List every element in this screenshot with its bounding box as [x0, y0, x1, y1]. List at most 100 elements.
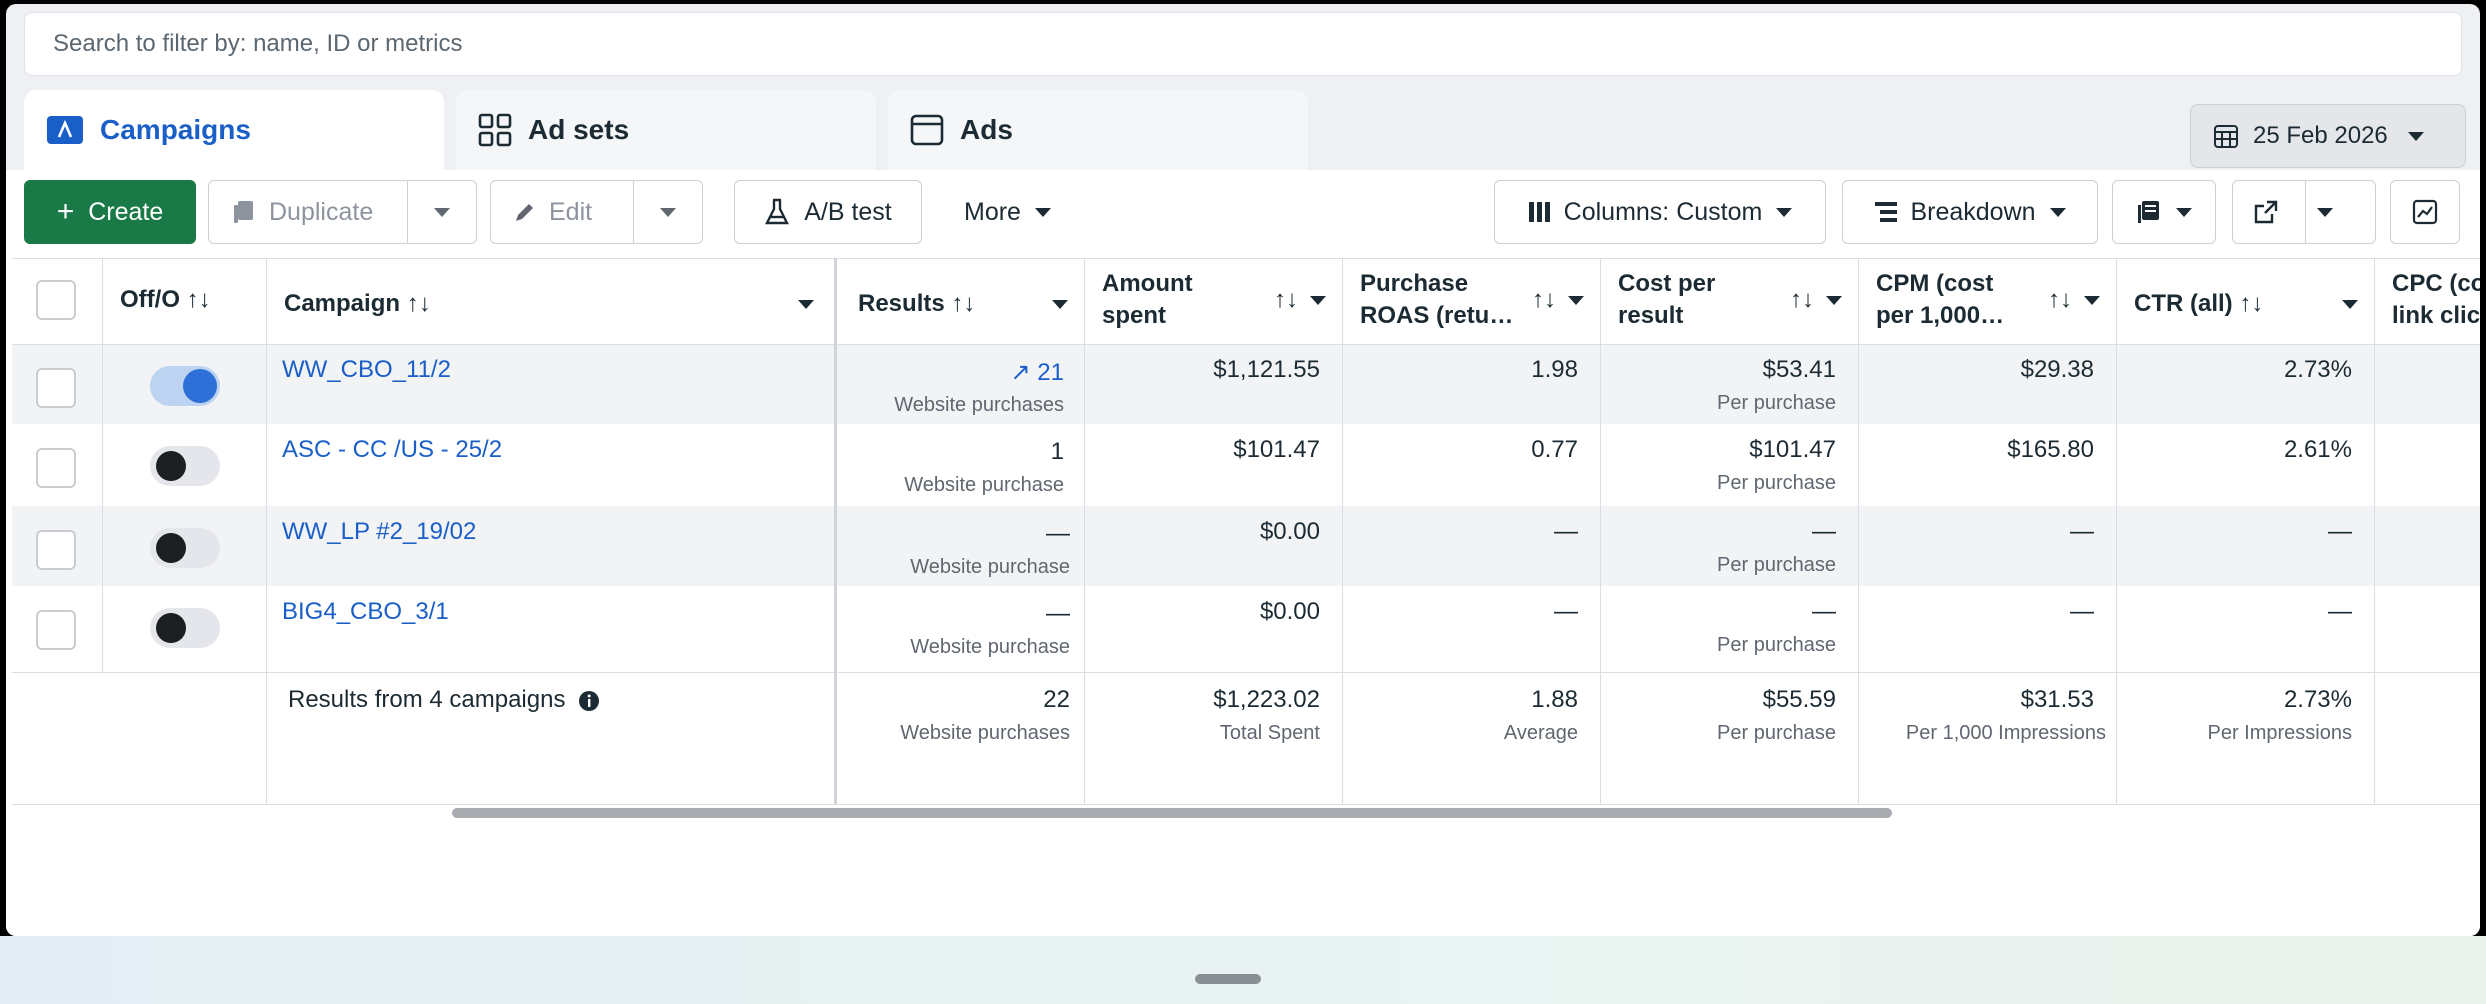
ads-manager-panel: Campaigns Ad sets Ads 25 Feb 2026 + Crea… [6, 4, 2480, 936]
totals-ctr-value: 2.73% [2283, 686, 2352, 713]
charts-button[interactable] [2390, 180, 2460, 244]
campaign-name-link[interactable]: BIG4_CBO_3/1 [282, 598, 449, 625]
trend-up-icon: ↗ [1010, 359, 1031, 386]
row-checkbox[interactable] [36, 610, 76, 650]
roas-value: 0.77 [1531, 436, 1578, 463]
export-icon [2253, 199, 2279, 225]
cost-per-result-sublabel: Per purchase [1717, 472, 1836, 494]
reports-button[interactable] [2112, 180, 2216, 244]
results-sublabel: Website purchase [910, 556, 1070, 578]
sort-icon: ↑↓ [951, 290, 976, 317]
chevron-down-icon [798, 300, 814, 309]
divider [12, 344, 2480, 345]
breakdown-icon [1874, 201, 1898, 223]
row-checkbox[interactable] [36, 368, 76, 408]
totals-roas-value: 1.88 [1531, 686, 1578, 713]
cost-per-result-value: — [1812, 598, 1836, 625]
ad-sets-icon [478, 113, 512, 147]
results-sublabel: Website purchase [910, 636, 1070, 658]
column-header-cpc[interactable]: CPC (co link clicl [2392, 270, 2480, 329]
drag-handle[interactable] [1195, 974, 1261, 984]
breakdown-button[interactable]: Breakdown [1842, 180, 2098, 244]
divider [102, 258, 103, 672]
totals-results-value: 22 [1043, 686, 1070, 713]
more-button[interactable]: More [964, 180, 1051, 244]
column-header-purchase-roas[interactable]: Purchase ROAS (retu… ↑↓ [1360, 268, 1584, 332]
select-all-checkbox[interactable] [36, 280, 76, 320]
results-value: — [1046, 600, 1070, 627]
cost-per-result-sublabel: Per purchase [1717, 554, 1836, 576]
divider [1858, 258, 1859, 804]
horizontal-scrollbar[interactable] [452, 808, 1892, 818]
column-header-ctr[interactable]: CTR (all) ↑↓ [2134, 288, 2358, 320]
chevron-down-icon [2176, 207, 2192, 217]
chevron-down-icon [2342, 300, 2358, 309]
results-value: ↗ 21 [1010, 359, 1064, 386]
divider [834, 258, 837, 804]
column-header-off-on[interactable]: Off/O ↑↓ [120, 286, 211, 313]
cpm-value: — [2070, 598, 2094, 625]
edit-button[interactable]: Edit [490, 180, 634, 244]
info-icon[interactable] [578, 690, 600, 712]
divider [1600, 258, 1601, 804]
totals-roas-sublabel: Average [1503, 722, 1578, 744]
tab-campaigns[interactable]: Campaigns [24, 90, 444, 170]
campaign-toggle[interactable] [150, 366, 220, 406]
divider [2374, 258, 2375, 804]
campaigns-table: Off/O ↑↓ Campaign ↑↓ Results ↑↓ Amount s… [12, 258, 2480, 805]
campaign-toggle[interactable] [150, 446, 220, 486]
campaign-toggle[interactable] [150, 528, 220, 568]
campaign-toggle[interactable] [150, 608, 220, 648]
campaign-name-link[interactable]: ASC - CC /US - 25/2 [282, 436, 503, 463]
campaign-name-link[interactable]: WW_LP #2_19/02 [282, 518, 477, 545]
totals-ctr-sublabel: Per Impressions [2207, 722, 2353, 744]
columns-button[interactable]: Columns: Custom [1494, 180, 1826, 244]
column-header-campaign[interactable]: Campaign ↑↓ [284, 288, 814, 320]
column-header-cpm[interactable]: CPM (cost per 1,000… ↑↓ [1876, 268, 2100, 332]
results-sublabel: Website purchases [894, 394, 1064, 416]
column-header-amount-spent[interactable]: Amount spent ↑↓ [1102, 268, 1326, 332]
sort-icon: ↑↓ [406, 290, 431, 317]
search-bar[interactable] [24, 12, 2462, 76]
totals-label: Results from 4 campaigns [288, 686, 600, 714]
sort-icon: ↑↓ [2048, 286, 2072, 313]
cpm-value: $165.80 [2007, 436, 2094, 463]
chevron-down-icon [1776, 207, 1793, 217]
chevron-down-icon [660, 207, 676, 217]
campaign-name-link[interactable]: WW_CBO_11/2 [282, 356, 451, 383]
duplicate-dropdown-button[interactable] [407, 180, 477, 244]
column-header-results[interactable]: Results ↑↓ [858, 288, 1068, 320]
create-button[interactable]: + Create [24, 180, 196, 244]
export-button[interactable] [2232, 180, 2376, 244]
cpm-value: $29.38 [2020, 356, 2094, 383]
totals-cpr-value: $55.59 [1762, 686, 1836, 713]
totals-results-sublabel: Website purchases [900, 722, 1070, 744]
tab-ads[interactable]: Ads [888, 90, 1308, 170]
calendar-icon [2213, 123, 2239, 149]
chevron-down-icon [2049, 207, 2066, 217]
chevron-down-icon [1568, 296, 1584, 305]
columns-icon [1528, 201, 1552, 223]
plus-icon: + [56, 195, 75, 228]
totals-amount-value: $1,223.02 [1213, 686, 1320, 713]
column-header-cost-per-result[interactable]: Cost per result ↑↓ [1618, 268, 1842, 332]
row-stripe [12, 506, 2480, 586]
cost-per-result-sublabel: Per purchase [1717, 392, 1836, 414]
row-checkbox[interactable] [36, 530, 76, 570]
ab-test-button[interactable]: A/B test [734, 180, 922, 244]
bottom-strip [0, 936, 2486, 1004]
divider [12, 804, 2480, 805]
divider [2305, 181, 2306, 243]
row-stripe [12, 344, 2480, 424]
edit-dropdown-button[interactable] [633, 180, 703, 244]
date-range-picker[interactable]: 25 Feb 2026 [2190, 104, 2466, 168]
ctr-value: — [2328, 518, 2352, 545]
search-input[interactable] [53, 30, 2461, 58]
cost-per-result-value: — [1812, 518, 1836, 545]
row-checkbox[interactable] [36, 448, 76, 488]
duplicate-button[interactable]: Duplicate [208, 180, 408, 244]
sort-icon: ↑↓ [1790, 286, 1814, 313]
tab-ad-sets[interactable]: Ad sets [456, 90, 876, 170]
ads-icon [910, 114, 944, 146]
chevron-down-icon [434, 207, 450, 217]
